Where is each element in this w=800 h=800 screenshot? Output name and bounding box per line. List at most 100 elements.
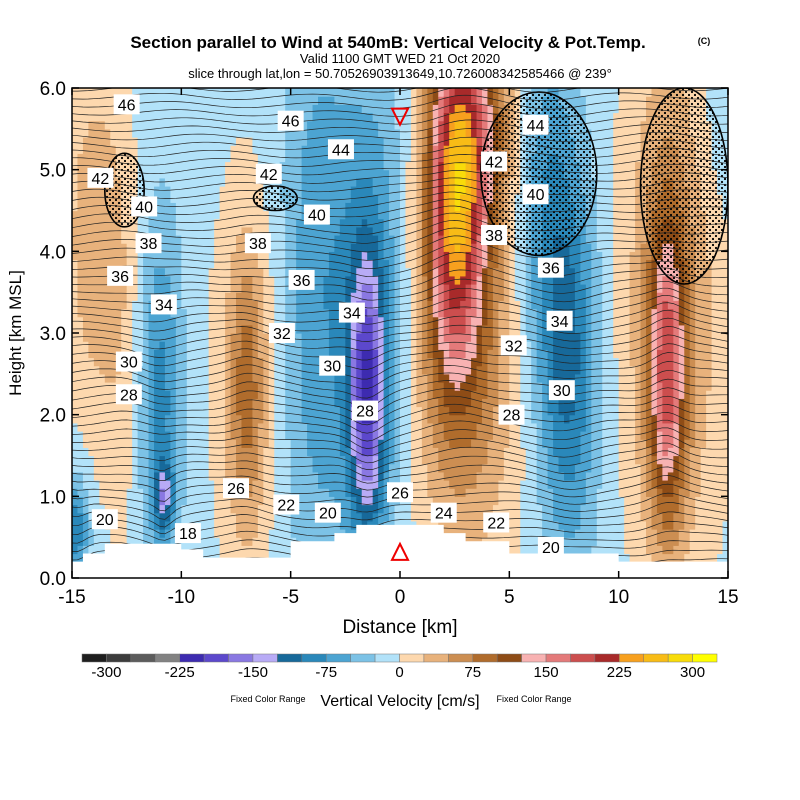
velocity-cell (498, 316, 505, 326)
velocity-cell (438, 382, 445, 391)
velocity-cell (318, 308, 325, 318)
velocity-cell (400, 137, 407, 146)
velocity-cell (514, 373, 521, 383)
velocity-cell (301, 341, 308, 350)
velocity-cell (312, 390, 319, 399)
velocity-cell (192, 455, 199, 465)
velocity-cell (82, 218, 89, 228)
velocity-cell (219, 545, 226, 555)
velocity-cell (246, 128, 253, 138)
velocity-cell (356, 226, 363, 236)
velocity-cell (268, 349, 275, 359)
velocity-cell (378, 137, 385, 146)
velocity-cell (170, 537, 177, 546)
velocity-cell (350, 235, 357, 244)
velocity-cell (246, 431, 253, 440)
velocity-cell (208, 218, 215, 228)
velocity-cell (203, 308, 210, 318)
velocity-cell (170, 243, 177, 252)
velocity-cell (345, 186, 352, 195)
velocity-cell (350, 512, 357, 522)
velocity-cell (367, 202, 374, 212)
velocity-cell (460, 96, 467, 105)
velocity-cell (350, 373, 357, 383)
velocity-cell (82, 112, 89, 122)
velocity-cell (367, 104, 374, 114)
velocity-cell (274, 398, 281, 408)
velocity-cell (509, 308, 516, 318)
velocity-cell (405, 243, 412, 252)
velocity-cell (143, 137, 150, 146)
velocity-cell (197, 137, 204, 146)
velocity-cell (246, 537, 253, 546)
velocity-cell (498, 480, 505, 489)
velocity-cell (82, 186, 89, 195)
velocity-cell (421, 373, 428, 383)
velocity-cell (476, 202, 483, 212)
velocity-cell (454, 390, 461, 399)
velocity-cell (378, 365, 385, 375)
velocity-cell (367, 194, 374, 203)
velocity-cell (154, 357, 161, 367)
velocity-cell (104, 104, 111, 114)
velocity-cell (285, 169, 292, 179)
velocity-cell (236, 529, 243, 538)
velocity-cell (274, 104, 281, 114)
velocity-cell (214, 120, 221, 130)
velocity-cell (410, 447, 417, 457)
velocity-cell (421, 455, 428, 465)
velocity-cell (427, 112, 434, 122)
velocity-cell (192, 177, 199, 187)
velocity-cell (356, 324, 363, 334)
velocity-cell (241, 382, 248, 391)
velocity-cell (77, 471, 84, 481)
velocity-cell (301, 529, 308, 538)
velocity-cell (290, 463, 297, 473)
velocity-cell (416, 226, 423, 236)
velocity-cell (99, 128, 106, 138)
velocity-cell (192, 186, 199, 195)
velocity-cell (465, 96, 472, 105)
velocity-cell (290, 480, 297, 489)
velocity-cell (503, 316, 510, 326)
velocity-cell (367, 259, 374, 269)
velocity-cell (274, 226, 281, 236)
velocity-cell (421, 137, 428, 146)
velocity-cell (290, 488, 297, 497)
velocity-cell (361, 153, 368, 163)
velocity-cell (252, 431, 259, 440)
velocity-cell (159, 259, 166, 269)
velocity-cell (339, 390, 346, 399)
velocity-cell (77, 300, 84, 310)
velocity-cell (503, 275, 510, 285)
velocity-cell (203, 357, 210, 367)
velocity-cell (154, 422, 161, 432)
velocity-cell (219, 128, 226, 138)
velocity-cell (170, 480, 177, 489)
velocity-cell (416, 455, 423, 465)
velocity-cell (383, 455, 390, 465)
velocity-cell (383, 194, 390, 203)
velocity-cell (241, 145, 248, 154)
velocity-cell (230, 316, 237, 326)
velocity-cell (257, 333, 264, 342)
velocity-cell (432, 422, 439, 432)
velocity-cell (367, 480, 374, 489)
velocity-cell (389, 390, 396, 399)
velocity-cell (492, 463, 499, 473)
velocity-cell (77, 520, 84, 530)
velocity-cell (438, 218, 445, 228)
velocity-cell (416, 333, 423, 342)
velocity-cell (361, 292, 368, 301)
velocity-cell (394, 88, 401, 97)
velocity-cell (312, 153, 319, 163)
velocity-cell (143, 422, 150, 432)
velocity-cell (219, 292, 226, 301)
velocity-cell (290, 292, 297, 301)
velocity-cell (274, 88, 281, 97)
velocity-cell (498, 447, 505, 457)
velocity-cell (345, 169, 352, 179)
velocity-cell (99, 529, 106, 538)
velocity-cell (465, 357, 472, 367)
velocity-cell (476, 471, 483, 481)
